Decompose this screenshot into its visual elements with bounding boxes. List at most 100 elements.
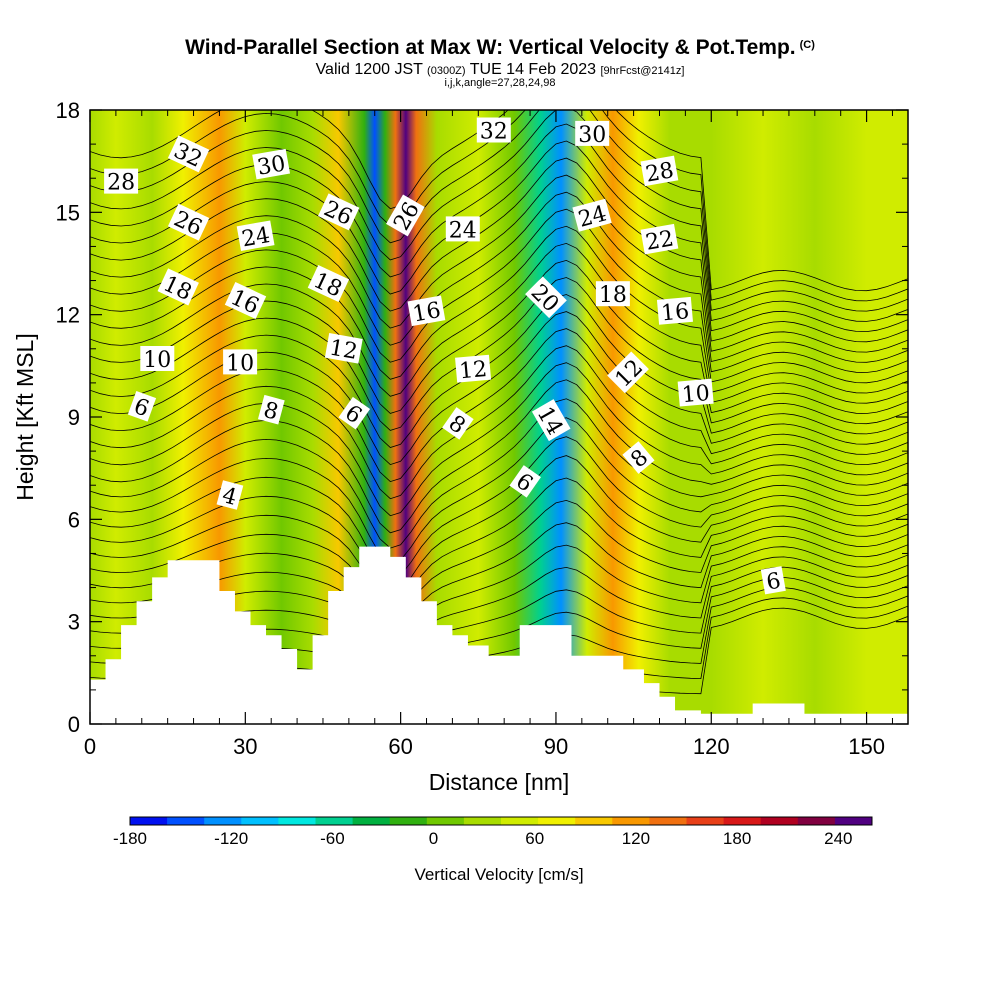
- colorbar-swatch: [760, 817, 799, 825]
- theta-contour-label: 22: [640, 223, 679, 256]
- colorbar-swatch: [834, 817, 873, 825]
- svg-text:12: 12: [327, 336, 359, 365]
- colorbar-tick-label: 60: [525, 829, 544, 848]
- theta-contour-line: [90, 417, 908, 564]
- y-axis-label: Height [Kft MSL]: [12, 333, 38, 500]
- svg-text:6: 6: [765, 569, 783, 596]
- theta-contour-line: [90, 345, 908, 500]
- colorbar-swatch: [389, 817, 428, 825]
- theta-contour-line: [90, 277, 908, 431]
- svg-text:4: 4: [219, 483, 239, 511]
- x-tick-label: 90: [544, 734, 568, 759]
- theta-contour-label: 6: [760, 566, 786, 596]
- svg-text:10: 10: [143, 348, 171, 373]
- colorbar-swatch: [723, 817, 762, 825]
- colorbar-swatch: [204, 817, 242, 825]
- theta-contour-label: 30: [575, 120, 610, 148]
- theta-contour-label: 8: [257, 394, 285, 426]
- theta-contour-label: 28: [640, 155, 679, 188]
- theta-contour-line: [90, 140, 908, 343]
- x-tick-label: 60: [388, 734, 412, 759]
- svg-text:24: 24: [240, 223, 272, 252]
- colorbar-swatch: [649, 817, 687, 825]
- theta-contour-label: 32: [476, 117, 511, 145]
- theta-contour-label: 16: [407, 295, 446, 328]
- theta-contour-label: 12: [455, 354, 492, 384]
- theta-contour-label: 16: [656, 296, 693, 326]
- svg-text:18: 18: [599, 283, 627, 308]
- svg-text:10: 10: [681, 381, 711, 408]
- svg-text:16: 16: [660, 299, 690, 326]
- theta-contour-line: [90, 110, 908, 322]
- theta-contour-line: [90, 379, 908, 534]
- theta-contour-label: 4: [216, 480, 244, 511]
- theta-contour-label: 28: [104, 168, 139, 196]
- theta-contour-line: [90, 225, 908, 394]
- theta-contour-label: 24: [445, 216, 480, 243]
- theta-contour-line: [90, 157, 908, 353]
- chart-title: Wind-Parallel Section at Max W: Vertical…: [185, 36, 815, 59]
- x-axis-label: Distance [nm]: [429, 769, 570, 795]
- y-tick-label: 6: [68, 507, 80, 532]
- colorbar-swatch: [278, 817, 316, 825]
- svg-text:30: 30: [256, 151, 288, 180]
- valid-time: Valid 1200 JST (0300Z) TUE 14 Feb 2023 […: [315, 61, 685, 78]
- colorbar-swatch: [130, 817, 168, 825]
- svg-text:8: 8: [261, 398, 281, 426]
- colorbar-swatch: [426, 817, 465, 825]
- svg-text:28: 28: [107, 171, 135, 196]
- theta-contour-line: [90, 110, 908, 312]
- colorbar-swatch: [315, 817, 354, 825]
- theta-contour-line: [90, 174, 908, 363]
- colorbar-tick-label: -180: [113, 829, 147, 848]
- theta-contour-label: 10: [140, 346, 175, 373]
- colorbar-tick-label: 120: [622, 829, 650, 848]
- colorbar-swatch: [352, 817, 391, 825]
- theta-contour-label: 6: [127, 390, 157, 422]
- theta-contour-label: 30: [252, 148, 291, 181]
- colorbar-swatch: [167, 817, 205, 825]
- y-tick-label: 0: [68, 712, 80, 737]
- colorbar-tick-label: 240: [824, 829, 852, 848]
- x-tick-label: 0: [84, 734, 96, 759]
- colorbar-tick-label: -60: [320, 829, 345, 848]
- x-tick-label: 30: [233, 734, 257, 759]
- svg-text:32: 32: [480, 120, 508, 145]
- theta-contour-label: 24: [572, 198, 612, 233]
- colorbar-label: Vertical Velocity [cm/s]: [414, 865, 583, 884]
- colorbar-swatch: [241, 817, 279, 825]
- colorbar: -180 -120 -60 0 60 120 180 240: [113, 816, 873, 848]
- theta-contour-line: [90, 110, 908, 292]
- axes: 0 30 60 90 120 150 0 3 6 9 12 15 18: [56, 98, 908, 759]
- x-tick-label: 150: [848, 734, 885, 759]
- y-tick-label: 9: [68, 405, 80, 430]
- section-indices: i,j,k,angle=27,28,24,98: [444, 77, 556, 89]
- svg-text:12: 12: [458, 357, 488, 384]
- theta-contour-label: 12: [324, 333, 363, 365]
- x-tick-label: 120: [693, 734, 730, 759]
- y-tick-label: 12: [56, 303, 80, 328]
- svg-text:22: 22: [644, 226, 676, 255]
- colorbar-swatch: [501, 817, 539, 825]
- colorbar-swatch: [538, 817, 576, 825]
- colorbar-swatch: [797, 817, 836, 825]
- theta-contour-line: [90, 398, 908, 549]
- theta-contour-label: 24: [236, 220, 275, 252]
- theta-contour-line: [90, 208, 908, 384]
- svg-text:24: 24: [449, 218, 477, 243]
- colorbar-swatch: [575, 817, 613, 825]
- y-tick-label: 18: [56, 98, 80, 123]
- svg-text:28: 28: [644, 158, 676, 187]
- svg-text:30: 30: [578, 123, 606, 148]
- y-tick-label: 3: [68, 610, 80, 635]
- theta-contour-line: [90, 294, 908, 448]
- theta-contour-line: [90, 522, 908, 628]
- theta-contour-line: [90, 499, 908, 617]
- theta-contour-line: [90, 477, 908, 606]
- colorbar-swatch: [463, 817, 502, 825]
- colorbar-tick-label: 0: [429, 829, 438, 848]
- theta-contour-line: [90, 328, 908, 483]
- colorbar-tick-label: 180: [723, 829, 751, 848]
- colorbar-swatch: [612, 817, 650, 825]
